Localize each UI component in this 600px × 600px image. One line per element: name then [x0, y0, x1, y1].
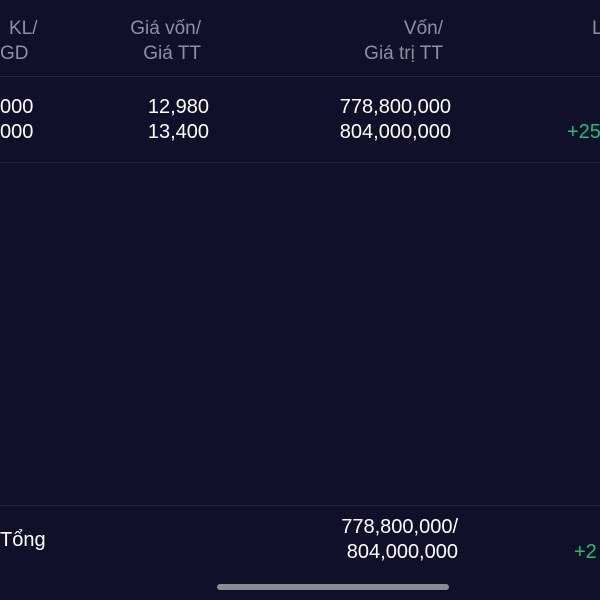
header-divider	[0, 76, 600, 77]
header-pl: L	[592, 18, 600, 39]
total-market-value: 804,000,000	[346, 541, 458, 563]
row-value: 778,800,000 804,000,000	[340, 95, 451, 145]
row-volume-line1: 000	[0, 96, 34, 118]
row-volume-line2: 000	[0, 121, 34, 143]
total-label: Tổng	[0, 529, 46, 551]
header-price-line1: Giá vốn/	[130, 18, 201, 39]
total-profit-loss: +2	[574, 541, 597, 563]
header-value-line1: Vốn/	[403, 18, 443, 39]
header-value-line2: Giá trị TT	[364, 43, 443, 64]
home-indicator[interactable]	[217, 584, 449, 590]
total-value: 778,800,000/ 804,000,000	[341, 515, 458, 565]
row-market-price: 13,400	[147, 121, 209, 143]
header-volume-line1: KL/	[9, 18, 38, 39]
header-price: Giá vốn/ Giá TT	[130, 16, 201, 66]
header-price-line2: Giá TT	[143, 43, 201, 64]
header-volume: KL/ GD	[0, 16, 38, 66]
total-cost-value: 778,800,000/	[341, 516, 458, 538]
row-profit-loss: +25	[567, 121, 600, 143]
total-divider	[0, 505, 600, 506]
header-volume-line2: GD	[0, 43, 29, 64]
row-cost-value: 778,800,000	[339, 96, 451, 118]
header-value: Vốn/ Giá trị TT	[364, 16, 443, 66]
row-price: 12,980 13,400	[148, 95, 209, 145]
row-market-value: 804,000,000	[339, 121, 451, 143]
row-cost-price: 12,980	[147, 96, 209, 118]
row-divider	[0, 162, 600, 163]
row-volume: 000 000	[0, 95, 33, 145]
